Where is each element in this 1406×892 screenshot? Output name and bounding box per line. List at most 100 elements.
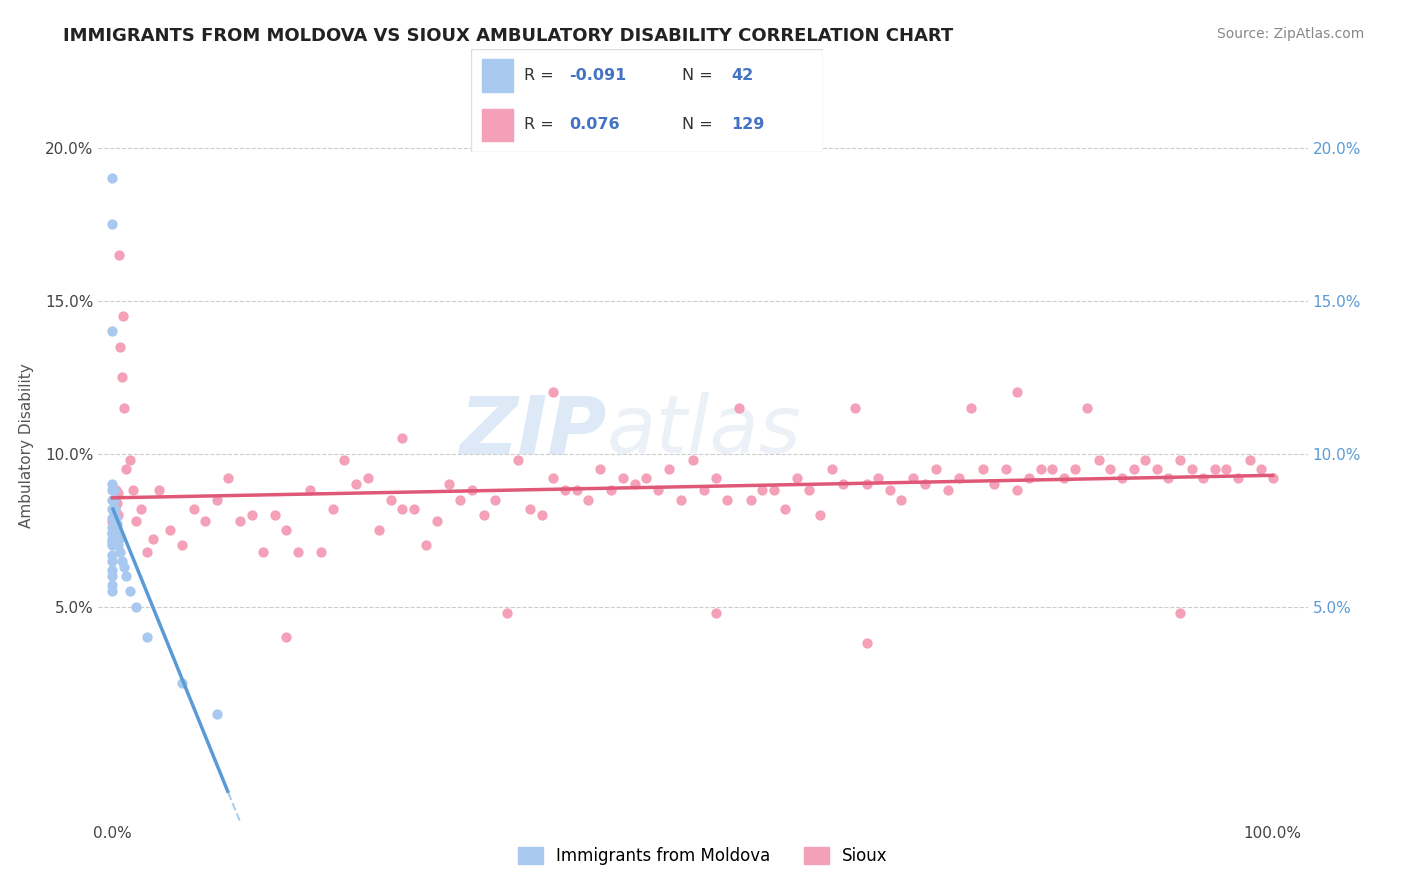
Text: 0.076: 0.076 [569, 118, 620, 133]
Point [136, 630, 159, 644]
Point [762, 483, 785, 498]
Point [751, 483, 773, 498]
Point [1018, 471, 1040, 485]
Point [1204, 462, 1226, 476]
Point [108, 248, 131, 262]
Point [104, 523, 127, 537]
Point [868, 471, 890, 485]
Point [844, 401, 866, 415]
Point [124, 514, 146, 528]
Point [391, 431, 413, 445]
Point [101, 492, 124, 507]
Point [704, 606, 727, 620]
Point [298, 483, 321, 498]
Point [391, 501, 413, 516]
Point [519, 501, 541, 516]
Point [217, 471, 239, 485]
Point [1007, 483, 1029, 498]
Point [530, 508, 553, 522]
Point [450, 492, 472, 507]
Text: -0.091: -0.091 [569, 68, 627, 83]
Point [205, 492, 228, 507]
Point [118, 452, 141, 467]
Point [1180, 462, 1202, 476]
Point [1226, 471, 1249, 485]
Point [797, 483, 820, 498]
Point [658, 462, 681, 476]
Point [107, 526, 129, 541]
Point [148, 483, 170, 498]
Point [104, 483, 127, 498]
Y-axis label: Ambulatory Disability: Ambulatory Disability [20, 364, 34, 528]
Point [415, 538, 437, 552]
Point [170, 538, 193, 552]
Point [508, 452, 530, 467]
Point [263, 508, 285, 522]
Point [1099, 462, 1122, 476]
Point [110, 340, 132, 354]
Point [1168, 606, 1191, 620]
Point [276, 630, 298, 644]
Point [103, 483, 125, 498]
Bar [482, 59, 513, 92]
Point [554, 483, 576, 498]
Point [276, 523, 298, 537]
Point [101, 217, 124, 231]
Point [948, 471, 970, 485]
Point [368, 523, 391, 537]
FancyBboxPatch shape [471, 49, 823, 152]
Point [124, 599, 146, 614]
Point [1168, 452, 1191, 467]
Point [1122, 462, 1144, 476]
Point [914, 477, 936, 491]
Point [159, 523, 181, 537]
Point [1029, 462, 1052, 476]
Point [101, 501, 124, 516]
Point [104, 501, 127, 516]
Point [110, 544, 132, 558]
Text: 42: 42 [731, 68, 754, 83]
Point [461, 483, 484, 498]
Point [484, 492, 506, 507]
Point [1076, 401, 1098, 415]
Point [682, 452, 704, 467]
Point [647, 483, 669, 498]
Point [111, 309, 134, 323]
Point [1261, 471, 1284, 485]
Point [101, 554, 124, 568]
Point [901, 471, 924, 485]
Point [1087, 452, 1109, 467]
Point [936, 483, 959, 498]
Point [118, 584, 141, 599]
Point [107, 486, 129, 500]
Point [821, 462, 844, 476]
Point [344, 477, 367, 491]
Point [543, 471, 565, 485]
Point [636, 471, 658, 485]
Bar [482, 109, 513, 141]
Point [309, 544, 332, 558]
Point [101, 569, 124, 583]
Point [101, 526, 124, 541]
Point [1192, 471, 1215, 485]
Point [879, 483, 901, 498]
Point [194, 514, 217, 528]
Point [103, 511, 125, 525]
Point [112, 401, 135, 415]
Point [612, 471, 634, 485]
Point [704, 471, 727, 485]
Text: Source: ZipAtlas.com: Source: ZipAtlas.com [1216, 27, 1364, 41]
Point [1250, 462, 1272, 476]
Point [107, 538, 129, 552]
Legend: Immigrants from Moldova, Sioux: Immigrants from Moldova, Sioux [517, 847, 889, 864]
Point [103, 501, 125, 516]
Point [101, 535, 124, 549]
Point [1111, 471, 1133, 485]
Point [972, 462, 994, 476]
Point [104, 514, 127, 528]
Point [103, 520, 125, 534]
Point [101, 563, 124, 577]
Point [380, 492, 402, 507]
Point [170, 676, 193, 690]
Point [105, 495, 128, 509]
